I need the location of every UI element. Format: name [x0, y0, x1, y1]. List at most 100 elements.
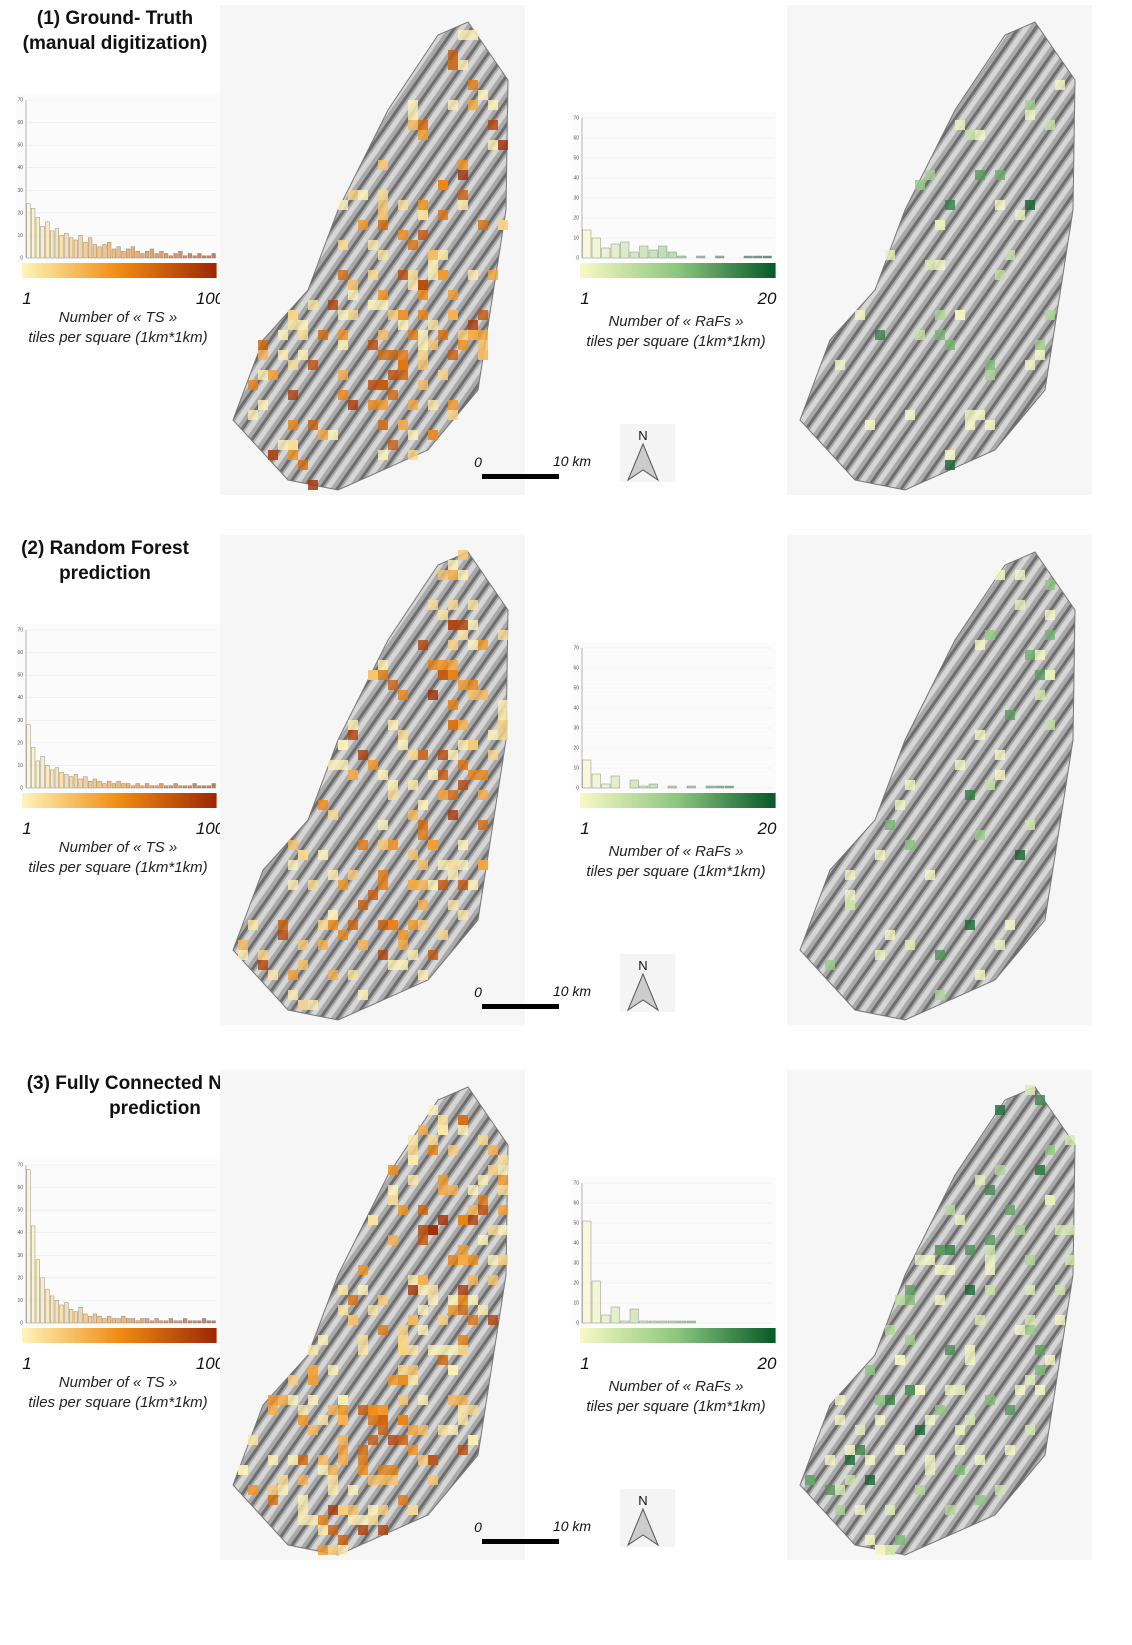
map-cell	[388, 790, 398, 800]
map-cell	[418, 360, 428, 370]
map-cell	[458, 760, 468, 770]
colorbar-min: 1	[580, 819, 589, 838]
map-cell	[318, 1455, 328, 1465]
map-cell	[348, 400, 358, 410]
map-cell	[845, 890, 855, 900]
map-cell	[905, 1335, 915, 1345]
bar	[649, 784, 658, 788]
colorbar-min: 1	[22, 819, 31, 838]
map-cell	[498, 730, 508, 740]
map-cell	[1025, 1255, 1035, 1265]
map-cell	[338, 880, 348, 890]
bar	[602, 1315, 611, 1323]
map-cell	[408, 780, 418, 790]
map-cell	[845, 900, 855, 910]
map-cell	[378, 420, 388, 430]
map-cell	[418, 330, 428, 340]
map-cell	[488, 730, 498, 740]
map-cell	[348, 1485, 358, 1495]
map-cell	[468, 30, 478, 40]
map-cell	[885, 1325, 895, 1335]
map-cell	[955, 1465, 965, 1475]
map-cell	[418, 640, 428, 650]
map-cell	[388, 720, 398, 730]
map-cell	[328, 1485, 338, 1495]
scale-end: 10 km	[553, 453, 591, 469]
legend-caption: tiles per square (1km*1km)	[28, 1394, 207, 1411]
map-cell	[935, 1265, 945, 1275]
colorbar-min: 1	[580, 1354, 589, 1373]
bar	[160, 251, 164, 258]
map-cell	[458, 880, 468, 890]
map-cell	[408, 1365, 418, 1375]
map-cell	[905, 840, 915, 850]
map-cell	[428, 340, 438, 350]
map-cell	[388, 1235, 398, 1245]
map-cell	[458, 190, 468, 200]
map-cell	[338, 270, 348, 280]
map-cell	[935, 1405, 945, 1415]
map-cell	[875, 850, 885, 860]
map-cell	[418, 120, 428, 130]
map-cell	[955, 760, 965, 770]
legend-caption: tiles per square (1km*1km)	[586, 333, 765, 350]
map-cell	[498, 1225, 508, 1235]
map-cell	[418, 900, 428, 910]
map-cell	[428, 690, 438, 700]
map-cell	[378, 1415, 388, 1425]
bar	[27, 1170, 31, 1323]
map-cell	[448, 790, 458, 800]
map-cell	[975, 1455, 985, 1465]
map-cell	[985, 360, 995, 370]
map-cell	[438, 880, 448, 890]
map-cell	[438, 330, 448, 340]
map-cell	[308, 1000, 318, 1010]
map-cell	[418, 310, 428, 320]
map-cell	[458, 740, 468, 750]
map-cell	[1055, 80, 1065, 90]
y-tick-label: 20	[17, 210, 23, 216]
map-cell	[438, 1315, 448, 1325]
map-cell	[895, 1535, 905, 1545]
map-cell	[358, 840, 368, 850]
map-cell	[468, 1215, 478, 1225]
bar	[145, 1318, 149, 1323]
map-cell	[428, 880, 438, 890]
bar	[117, 247, 121, 258]
bar	[207, 256, 211, 258]
map-cell	[288, 360, 298, 370]
map-cell	[428, 1475, 438, 1485]
y-tick-label: 40	[573, 1241, 579, 1247]
bar	[160, 1321, 164, 1323]
y-tick-label: 70	[17, 628, 23, 634]
bar	[65, 1303, 69, 1323]
map-cell	[438, 1125, 448, 1135]
bar	[69, 777, 73, 788]
map-cell	[845, 1455, 855, 1465]
map-cell	[1055, 1315, 1065, 1325]
y-tick-label: 0	[576, 1321, 579, 1327]
map-cell	[865, 1365, 875, 1375]
map-cell	[925, 170, 935, 180]
map-cell	[925, 870, 935, 880]
map-cell	[388, 390, 398, 400]
map-cell	[358, 1405, 368, 1415]
map-cell	[388, 1465, 398, 1475]
map-cell	[965, 1355, 975, 1365]
bar	[202, 786, 206, 788]
map-cell	[428, 250, 438, 260]
map-cell	[298, 940, 308, 950]
map-cell	[428, 1105, 438, 1115]
map-cell	[945, 450, 955, 460]
map-cell	[945, 1245, 955, 1255]
y-tick-label: 60	[573, 666, 579, 672]
map-cell	[945, 1265, 955, 1275]
scale-start: 0	[474, 1519, 482, 1535]
bar	[193, 256, 197, 258]
bar	[136, 783, 140, 788]
map-cell	[468, 1205, 478, 1215]
map-cell	[1025, 1085, 1035, 1095]
map-cell	[318, 1545, 328, 1555]
map-cell	[368, 340, 378, 350]
map-cell	[418, 1455, 428, 1465]
